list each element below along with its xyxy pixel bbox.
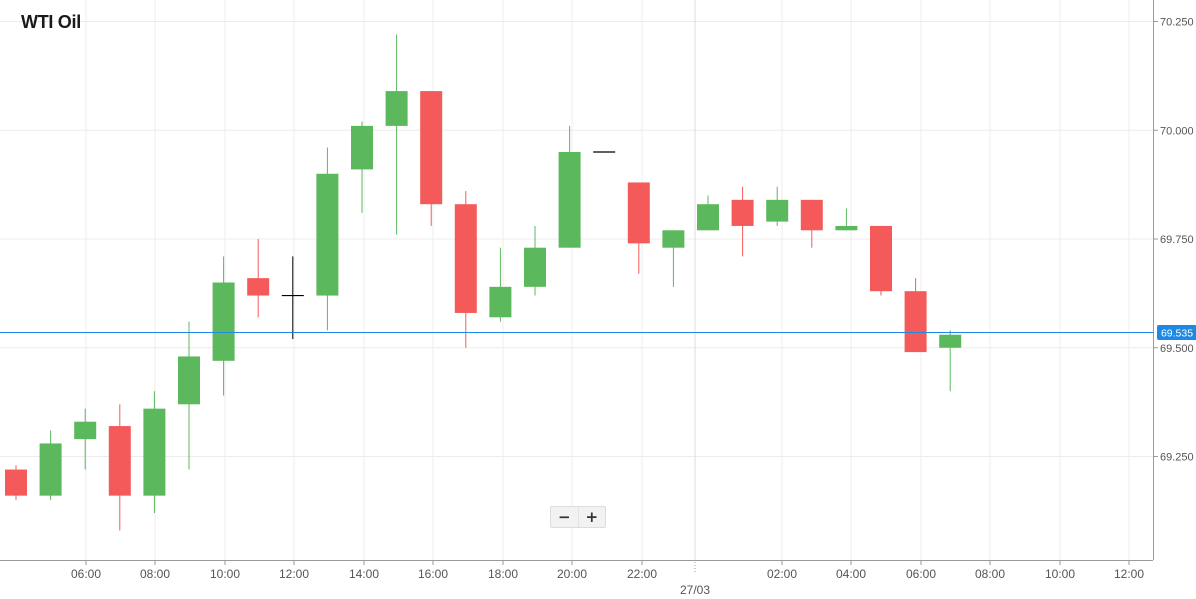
- current-price-indicator: 69.535: [0, 325, 1196, 341]
- candle-body: [247, 278, 270, 296]
- candle-up: [351, 121, 373, 213]
- candle-down: [420, 91, 443, 226]
- x-tick-label: 08:00: [975, 567, 1005, 581]
- candle-up: [385, 34, 408, 235]
- candle-body: [766, 199, 789, 222]
- candle-down: [627, 182, 650, 274]
- candle-down: [247, 239, 270, 318]
- x-tick-label: 06:00: [906, 567, 936, 581]
- candle-body: [731, 199, 754, 226]
- candle-up: [939, 330, 962, 392]
- chart-title: WTI Oil: [21, 12, 81, 32]
- candle-up: [766, 186, 789, 226]
- candle-down: [904, 278, 927, 353]
- candle-body: [870, 225, 892, 292]
- candle-body: [143, 408, 166, 496]
- candle-body: [108, 426, 131, 496]
- x-tick-label: 12:00: [1114, 567, 1144, 581]
- candle-down: [731, 186, 754, 257]
- candle-down: [870, 225, 892, 296]
- x-tick-label: 12:00: [279, 567, 309, 581]
- x-tick-label: 20:00: [557, 567, 587, 581]
- x-tick-label: 04:00: [836, 567, 866, 581]
- candle-body: [420, 91, 443, 205]
- candle-up: [697, 195, 719, 231]
- candle-body: [212, 282, 235, 361]
- x-tick-label: 14:00: [349, 567, 379, 581]
- x-tick-label: 08:00: [140, 567, 170, 581]
- zoom-controls: − +: [550, 506, 606, 528]
- zoom-in-button[interactable]: +: [577, 507, 606, 527]
- candle-body: [39, 443, 62, 496]
- candle-body: [316, 173, 339, 296]
- y-tick-label: 70.000: [1160, 125, 1194, 137]
- candle-up: [489, 247, 512, 322]
- candle-doji: [281, 256, 304, 340]
- candle-up: [316, 147, 339, 331]
- candle-body: [5, 469, 27, 496]
- candle-up: [835, 208, 858, 231]
- candle-up: [178, 321, 200, 470]
- candle-up: [524, 225, 546, 296]
- candles: [5, 34, 962, 531]
- candle-body: [662, 230, 685, 248]
- candle-up: [74, 408, 97, 470]
- candle-up: [143, 391, 166, 514]
- x-tick-label: 18:00: [488, 567, 518, 581]
- candle-body: [524, 247, 546, 287]
- current-price-label: 69.535: [1161, 328, 1193, 340]
- y-tick-label: 69.250: [1160, 452, 1194, 464]
- candle-body: [385, 91, 408, 126]
- candle-body: [558, 152, 581, 248]
- y-tick-label: 69.500: [1160, 343, 1194, 355]
- x-tick-label: 02:00: [767, 567, 797, 581]
- candle-body: [835, 225, 858, 231]
- x-tick-label: 10:00: [210, 567, 240, 581]
- date-label: 27/03: [680, 583, 710, 597]
- candle-up: [39, 430, 62, 500]
- candle-body: [800, 199, 823, 231]
- candle-body: [627, 182, 650, 244]
- candle-up: [212, 256, 235, 396]
- zoom-out-button[interactable]: −: [557, 508, 571, 526]
- candle-body: [939, 334, 962, 348]
- y-tick-label: 70.250: [1160, 17, 1194, 29]
- x-tick-label: 22:00: [627, 567, 657, 581]
- y-tick-label: 69.750: [1160, 234, 1194, 246]
- candle-body: [904, 291, 927, 353]
- candle-down: [5, 465, 27, 500]
- candle-body: [351, 125, 373, 170]
- candle-body: [697, 204, 719, 231]
- candle-body: [74, 421, 97, 440]
- candle-body: [178, 356, 200, 405]
- candle-up: [558, 125, 581, 248]
- candle-up: [662, 230, 685, 287]
- x-tick-label: 10:00: [1045, 567, 1075, 581]
- candle-down: [108, 404, 131, 531]
- x-tick-label: 16:00: [418, 567, 448, 581]
- candle-body: [454, 204, 477, 313]
- candle-down: [800, 199, 823, 248]
- current-price-badge: [1157, 325, 1196, 341]
- grid-lines: [0, 0, 1153, 560]
- candle-down: [454, 191, 477, 348]
- x-tick-label: 06:00: [71, 567, 101, 581]
- candle-body: [489, 286, 512, 318]
